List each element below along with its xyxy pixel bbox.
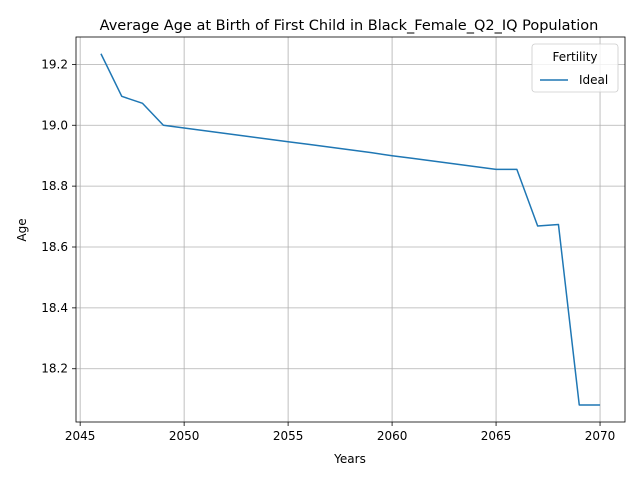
series-layer (100, 53, 601, 406)
y-axis-label: Age (15, 218, 29, 241)
x-tick-label: 2055 (273, 429, 304, 443)
x-tick-label: 2050 (169, 429, 200, 443)
chart-title: Average Age at Birth of First Child in B… (100, 18, 599, 34)
y-tick-label: 19.0 (41, 118, 68, 132)
y-tick-label: 18.4 (41, 301, 68, 315)
x-axis: 2045 2050 2055 2060 2065 2070 (65, 422, 615, 443)
legend-label-ideal: Ideal (579, 73, 608, 87)
x-tick-label: 2045 (65, 429, 96, 443)
y-tick-label: 18.2 (41, 362, 68, 376)
x-tick-label: 2070 (585, 429, 616, 443)
grid (76, 37, 625, 422)
y-axis: 18.2 18.4 18.6 18.8 19.0 19.2 (41, 57, 76, 376)
series-line-ideal (100, 53, 601, 406)
legend-title: Fertility (552, 50, 597, 64)
y-tick-label: 18.8 (41, 179, 68, 193)
y-tick-label: 19.2 (41, 57, 68, 71)
legend: Fertility Ideal (531, 43, 619, 93)
x-tick-label: 2065 (481, 429, 512, 443)
plot-area-frame (75, 36, 626, 423)
x-axis-label: Years (333, 452, 366, 466)
y-tick-label: 18.6 (41, 240, 68, 254)
x-tick-label: 2060 (377, 429, 408, 443)
